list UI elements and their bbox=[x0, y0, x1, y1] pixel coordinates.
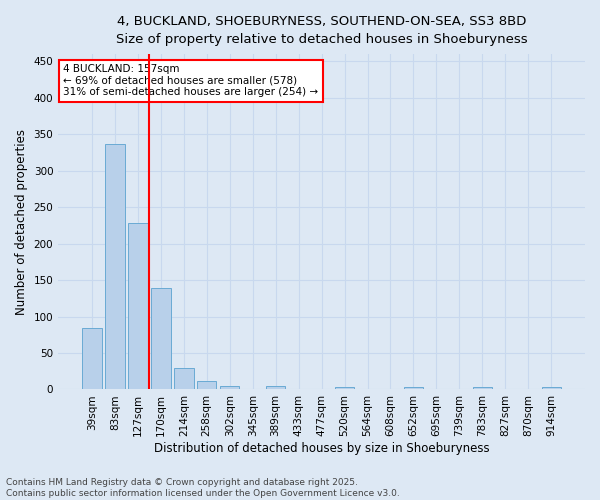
Text: Contains HM Land Registry data © Crown copyright and database right 2025.
Contai: Contains HM Land Registry data © Crown c… bbox=[6, 478, 400, 498]
Bar bbox=[542, 388, 561, 390]
X-axis label: Distribution of detached houses by size in Shoeburyness: Distribution of detached houses by size … bbox=[154, 442, 490, 455]
Bar bbox=[197, 382, 217, 390]
Bar bbox=[105, 144, 125, 390]
Bar bbox=[335, 388, 355, 390]
Bar bbox=[174, 368, 194, 390]
Bar bbox=[473, 388, 492, 390]
Title: 4, BUCKLAND, SHOEBURYNESS, SOUTHEND-ON-SEA, SS3 8BD
Size of property relative to: 4, BUCKLAND, SHOEBURYNESS, SOUTHEND-ON-S… bbox=[116, 15, 527, 46]
Bar bbox=[266, 386, 286, 390]
Y-axis label: Number of detached properties: Number of detached properties bbox=[15, 129, 28, 315]
Bar bbox=[220, 386, 239, 390]
Bar bbox=[151, 288, 170, 390]
Bar bbox=[82, 328, 101, 390]
Bar bbox=[404, 388, 423, 390]
Text: 4 BUCKLAND: 157sqm
← 69% of detached houses are smaller (578)
31% of semi-detach: 4 BUCKLAND: 157sqm ← 69% of detached hou… bbox=[64, 64, 319, 98]
Bar bbox=[128, 222, 148, 390]
